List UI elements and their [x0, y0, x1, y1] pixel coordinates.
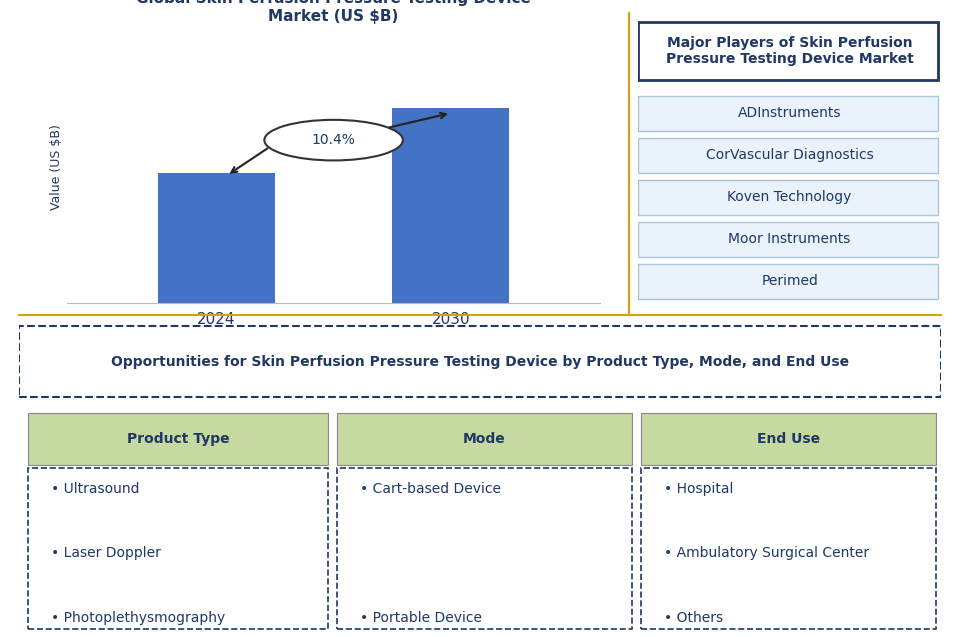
Text: • Portable Device: • Portable Device	[360, 612, 482, 626]
Text: • Ambulatory Surgical Center: • Ambulatory Surgical Center	[664, 547, 870, 561]
Text: End Use: End Use	[757, 432, 820, 446]
Text: 10.4%: 10.4%	[312, 133, 355, 147]
Text: Moor Instruments: Moor Instruments	[729, 233, 851, 247]
FancyBboxPatch shape	[337, 468, 632, 629]
Text: Mode: Mode	[464, 432, 506, 446]
Bar	[393, 108, 510, 303]
Text: • Laser Doppler: • Laser Doppler	[52, 547, 161, 561]
Text: • Photoplethysmography: • Photoplethysmography	[52, 612, 226, 626]
Text: • Hospital: • Hospital	[664, 482, 733, 496]
FancyBboxPatch shape	[638, 222, 938, 257]
Text: • Others: • Others	[664, 612, 724, 626]
FancyBboxPatch shape	[638, 138, 938, 173]
Text: ADInstruments: ADInstruments	[738, 106, 841, 120]
Title: Global Skin Perfusion Pressure Testing Device
Market (US $B): Global Skin Perfusion Pressure Testing D…	[136, 0, 531, 24]
Ellipse shape	[264, 120, 403, 161]
Text: Source: Lucintel: Source: Lucintel	[460, 346, 573, 359]
Bar	[157, 173, 275, 303]
Text: • Cart-based Device: • Cart-based Device	[360, 482, 501, 496]
FancyBboxPatch shape	[638, 180, 938, 215]
Text: CorVascular Diagnostics: CorVascular Diagnostics	[706, 148, 874, 162]
Text: Product Type: Product Type	[127, 432, 229, 446]
FancyBboxPatch shape	[29, 468, 328, 629]
FancyBboxPatch shape	[638, 264, 938, 299]
FancyBboxPatch shape	[641, 468, 936, 629]
FancyBboxPatch shape	[19, 326, 941, 397]
Text: • Ultrasound: • Ultrasound	[52, 482, 140, 496]
Text: Koven Technology: Koven Technology	[728, 190, 852, 204]
FancyBboxPatch shape	[638, 96, 938, 131]
Text: Major Players of Skin Perfusion
Pressure Testing Device Market: Major Players of Skin Perfusion Pressure…	[665, 36, 914, 66]
FancyBboxPatch shape	[29, 413, 328, 466]
Y-axis label: Value (US $B): Value (US $B)	[50, 124, 63, 210]
FancyBboxPatch shape	[641, 413, 936, 466]
FancyBboxPatch shape	[337, 413, 632, 466]
FancyBboxPatch shape	[638, 22, 938, 80]
Text: Opportunities for Skin Perfusion Pressure Testing Device by Product Type, Mode, : Opportunities for Skin Perfusion Pressur…	[111, 355, 849, 369]
Text: Perimed: Perimed	[761, 275, 818, 289]
